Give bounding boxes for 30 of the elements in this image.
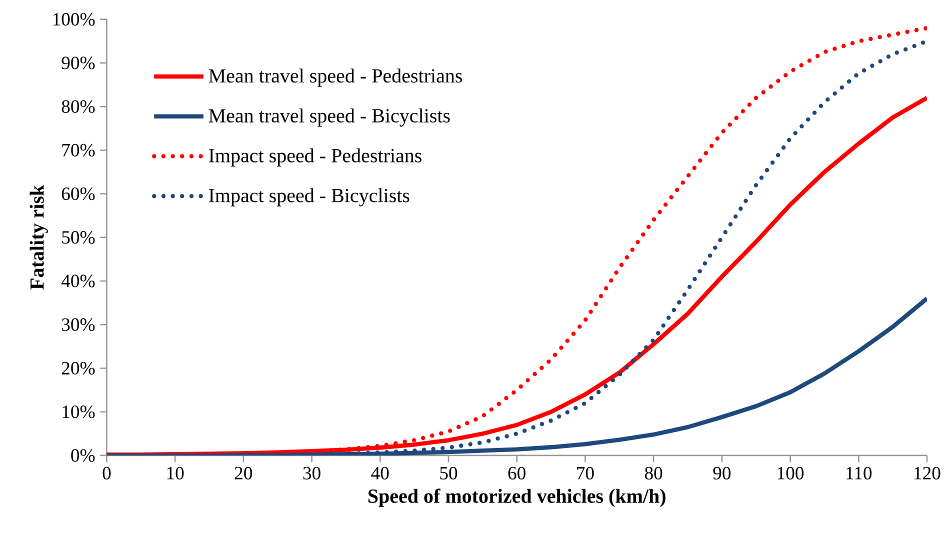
y-axis-title: Fatality risk bbox=[30, 185, 48, 290]
x-tick-label: 100 bbox=[778, 467, 804, 480]
x-tick-label: 30 bbox=[303, 467, 320, 480]
y-tick-label: 70% bbox=[62, 144, 95, 157]
legend-label: Mean travel speed - Bicyclists bbox=[208, 108, 450, 127]
y-tick-label: 50% bbox=[62, 231, 95, 244]
x-tick-label: 50 bbox=[440, 467, 458, 480]
x-tick-label: 0 bbox=[102, 467, 111, 480]
x-tick-label: 40 bbox=[371, 467, 389, 480]
x-axis-title: Speed of motorized vehicles (km/h) bbox=[368, 488, 666, 508]
legend-label: Impact speed - Bicyclists bbox=[209, 188, 410, 207]
x-tick-label: 60 bbox=[508, 467, 526, 480]
x-tick-label: 10 bbox=[167, 467, 184, 480]
y-tick-label: 90% bbox=[62, 56, 95, 70]
legend-label: Mean travel speed - Pedestrians bbox=[208, 68, 462, 87]
y-tick-label: 80% bbox=[62, 100, 95, 114]
x-tick-label: 110 bbox=[846, 467, 872, 480]
y-tick-label: 100% bbox=[53, 13, 95, 26]
y-tick-label: 0% bbox=[71, 449, 95, 462]
legend-label: Impact speed - Pedestrians bbox=[209, 148, 422, 167]
x-tick-label: 70 bbox=[577, 467, 594, 480]
y-tick-label: 40% bbox=[61, 274, 95, 288]
y-tick-label: 10% bbox=[62, 406, 95, 418]
y-tick-label: 60% bbox=[62, 188, 95, 200]
x-tick-label: 20 bbox=[234, 467, 252, 480]
x-tick-label: 120 bbox=[914, 467, 940, 480]
x-tick-label: 90 bbox=[713, 467, 731, 480]
y-tick-label: 20% bbox=[62, 362, 95, 375]
y-tick-label: 30% bbox=[62, 318, 95, 332]
x-tick-label: 80 bbox=[644, 467, 662, 480]
